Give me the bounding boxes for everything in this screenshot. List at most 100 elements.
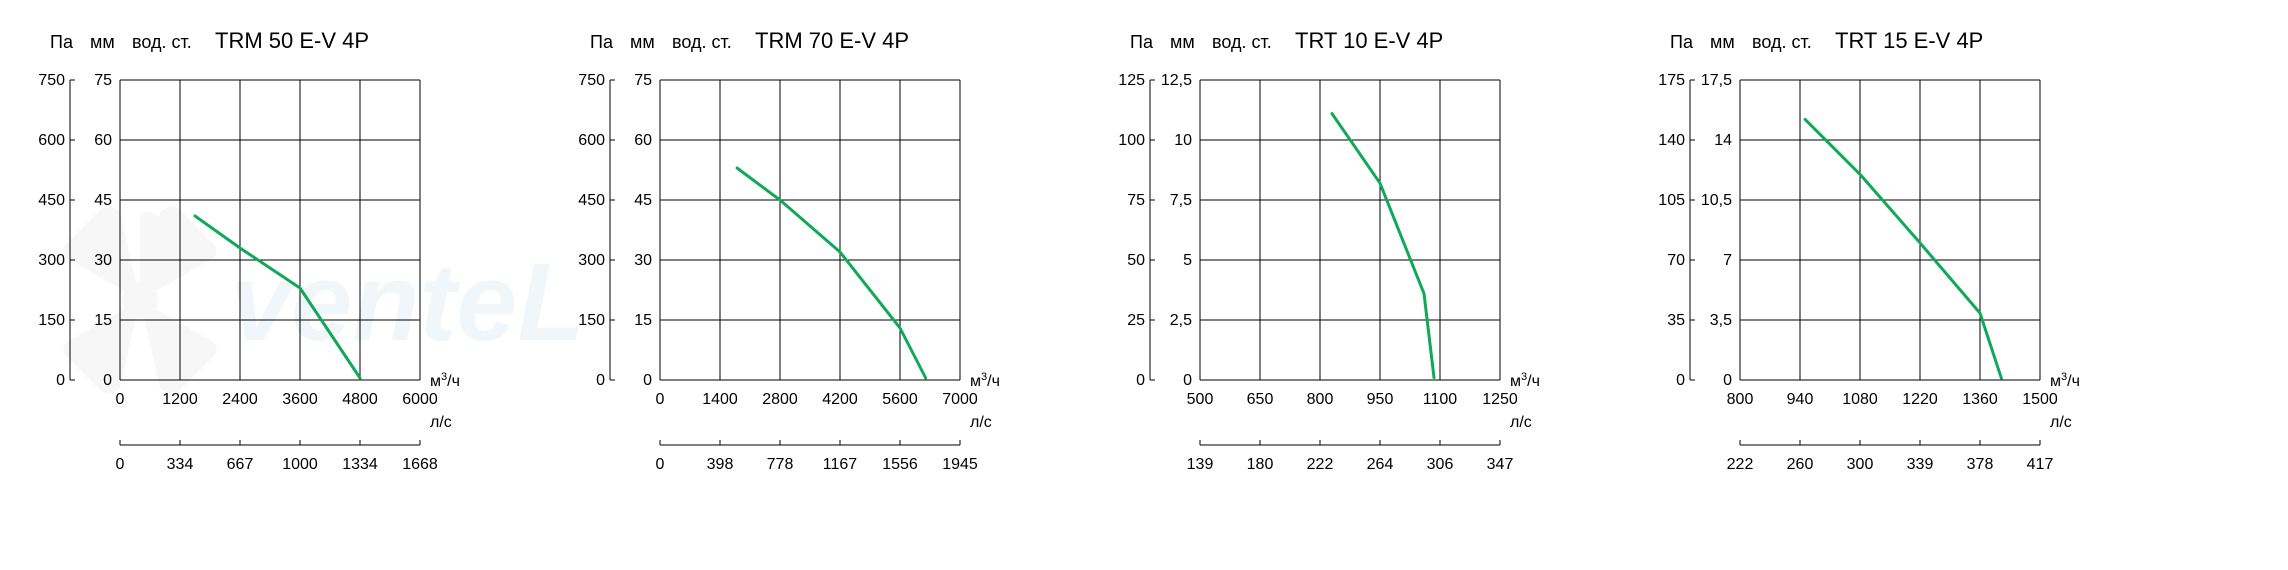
y2-tick-label: 12,5 — [1161, 72, 1192, 89]
x2-tick-label: 264 — [1367, 456, 1394, 473]
chart-svg: Паммвод. ст.TRT 15 E-V 4P00353,570710510… — [1640, 20, 2100, 530]
y-axis-pa-label: Па — [1130, 32, 1154, 52]
y2-tick-label: 30 — [94, 252, 112, 269]
y1-tick-label: 0 — [596, 372, 605, 389]
y1-tick-label: 0 — [1136, 372, 1145, 389]
x1-tick-label: 2400 — [222, 391, 258, 408]
performance-curve — [1805, 119, 2001, 378]
x1-tick-label: 1400 — [702, 391, 738, 408]
y1-tick-label: 450 — [578, 192, 605, 209]
chart-svg: Паммвод. ст.TRM 50 E-V 4P001501530030450… — [20, 20, 480, 530]
x2-unit-label: л/с — [970, 414, 992, 431]
chart-title: TRM 50 E-V 4P — [215, 28, 369, 53]
y2-tick-label: 0 — [1723, 372, 1732, 389]
y2-tick-label: 75 — [634, 72, 652, 89]
x2-tick-label: 306 — [1427, 456, 1454, 473]
chart-svg: Паммвод. ст.TRT 10 E-V 4P00252,5505757,5… — [1100, 20, 1560, 530]
x1-unit-label: м3/ч — [1510, 371, 1540, 390]
y1-tick-label: 600 — [38, 132, 65, 149]
y1-tick-label: 300 — [578, 252, 605, 269]
x2-tick-label: 1334 — [342, 456, 378, 473]
x2-tick-label: 1000 — [282, 456, 318, 473]
x1-tick-label: 1360 — [1962, 391, 1998, 408]
performance-curve — [195, 216, 360, 378]
chart-title: TRT 10 E-V 4P — [1295, 28, 1443, 53]
y1-tick-label: 175 — [1658, 72, 1685, 89]
y1-tick-label: 140 — [1658, 132, 1685, 149]
x2-tick-label: 1945 — [942, 456, 978, 473]
y2-tick-label: 60 — [634, 132, 652, 149]
x1-tick-label: 1200 — [162, 391, 198, 408]
y2-tick-label: 15 — [94, 312, 112, 329]
chart-wrapper: Паммвод. ст.TRT 10 E-V 4P00252,5505757,5… — [1100, 20, 1560, 530]
y2-tick-label: 2,5 — [1170, 312, 1192, 329]
chart-title: TRT 15 E-V 4P — [1835, 28, 1983, 53]
x2-unit-label: л/с — [1510, 414, 1532, 431]
y1-tick-label: 75 — [1127, 192, 1145, 209]
y1-tick-label: 750 — [578, 72, 605, 89]
y1-tick-label: 300 — [38, 252, 65, 269]
y1-tick-label: 100 — [1118, 132, 1145, 149]
y2-tick-label: 7,5 — [1170, 192, 1192, 209]
y2-tick-label: 45 — [94, 192, 112, 209]
x1-tick-label: 800 — [1727, 391, 1754, 408]
y2-tick-label: 10,5 — [1701, 192, 1732, 209]
x1-tick-label: 2800 — [762, 391, 798, 408]
x1-tick-label: 4200 — [822, 391, 858, 408]
y2-tick-label: 0 — [103, 372, 112, 389]
y2-tick-label: 10 — [1174, 132, 1192, 149]
x1-unit-label: м3/ч — [430, 371, 460, 390]
y1-tick-label: 750 — [38, 72, 65, 89]
x2-tick-label: 339 — [1907, 456, 1934, 473]
y-axis-mm-label: мм — [90, 32, 115, 52]
x1-tick-label: 7000 — [942, 391, 978, 408]
y2-tick-label: 75 — [94, 72, 112, 89]
y2-tick-label: 15 — [634, 312, 652, 329]
x2-tick-label: 0 — [116, 456, 125, 473]
x1-tick-label: 1100 — [1423, 391, 1458, 408]
x1-tick-label: 1500 — [2022, 391, 2058, 408]
y-axis-mm-label: мм — [630, 32, 655, 52]
x2-tick-label: 1556 — [882, 456, 918, 473]
charts-container: venteL Паммвод. ст.TRM 50 E-V 4P00150153… — [20, 20, 2268, 530]
y1-tick-label: 50 — [1127, 252, 1145, 269]
y-axis-pa-label: Па — [1670, 32, 1694, 52]
chart-wrapper: Паммвод. ст.TRM 70 E-V 4P001501530030450… — [560, 20, 1020, 530]
x2-tick-label: 222 — [1727, 456, 1754, 473]
y1-tick-label: 0 — [1676, 372, 1685, 389]
y-axis-vodst-label: вод. ст. — [132, 32, 192, 52]
chart-wrapper: Паммвод. ст.TRT 15 E-V 4P00353,570710510… — [1640, 20, 2100, 530]
x1-unit-label: м3/ч — [970, 371, 1000, 390]
y-axis-vodst-label: вод. ст. — [672, 32, 732, 52]
x1-tick-label: 0 — [116, 391, 125, 408]
y2-tick-label: 60 — [94, 132, 112, 149]
x2-tick-label: 139 — [1187, 456, 1214, 473]
y2-tick-label: 7 — [1723, 252, 1732, 269]
y-axis-mm-label: мм — [1170, 32, 1195, 52]
y2-tick-label: 0 — [1183, 372, 1192, 389]
x2-tick-label: 300 — [1847, 456, 1874, 473]
y2-tick-label: 3,5 — [1710, 312, 1732, 329]
x1-tick-label: 940 — [1787, 391, 1814, 408]
x2-tick-label: 334 — [167, 456, 194, 473]
y1-tick-label: 105 — [1658, 192, 1685, 209]
y2-tick-label: 5 — [1183, 252, 1192, 269]
y1-tick-label: 600 — [578, 132, 605, 149]
x2-tick-label: 398 — [707, 456, 734, 473]
x2-tick-label: 1167 — [823, 456, 858, 473]
x2-tick-label: 667 — [227, 456, 254, 473]
y-axis-vodst-label: вод. ст. — [1752, 32, 1812, 52]
x2-tick-label: 180 — [1247, 456, 1274, 473]
x1-tick-label: 800 — [1307, 391, 1334, 408]
x1-tick-label: 950 — [1367, 391, 1394, 408]
x2-unit-label: л/с — [2050, 414, 2072, 431]
y2-tick-label: 0 — [643, 372, 652, 389]
y2-tick-label: 14 — [1714, 132, 1732, 149]
y-axis-mm-label: мм — [1710, 32, 1735, 52]
x1-tick-label: 6000 — [402, 391, 438, 408]
y2-tick-label: 17,5 — [1701, 72, 1732, 89]
y1-tick-label: 150 — [38, 312, 65, 329]
y1-tick-label: 125 — [1118, 72, 1145, 89]
x2-tick-label: 417 — [2027, 456, 2054, 473]
y1-tick-label: 450 — [38, 192, 65, 209]
